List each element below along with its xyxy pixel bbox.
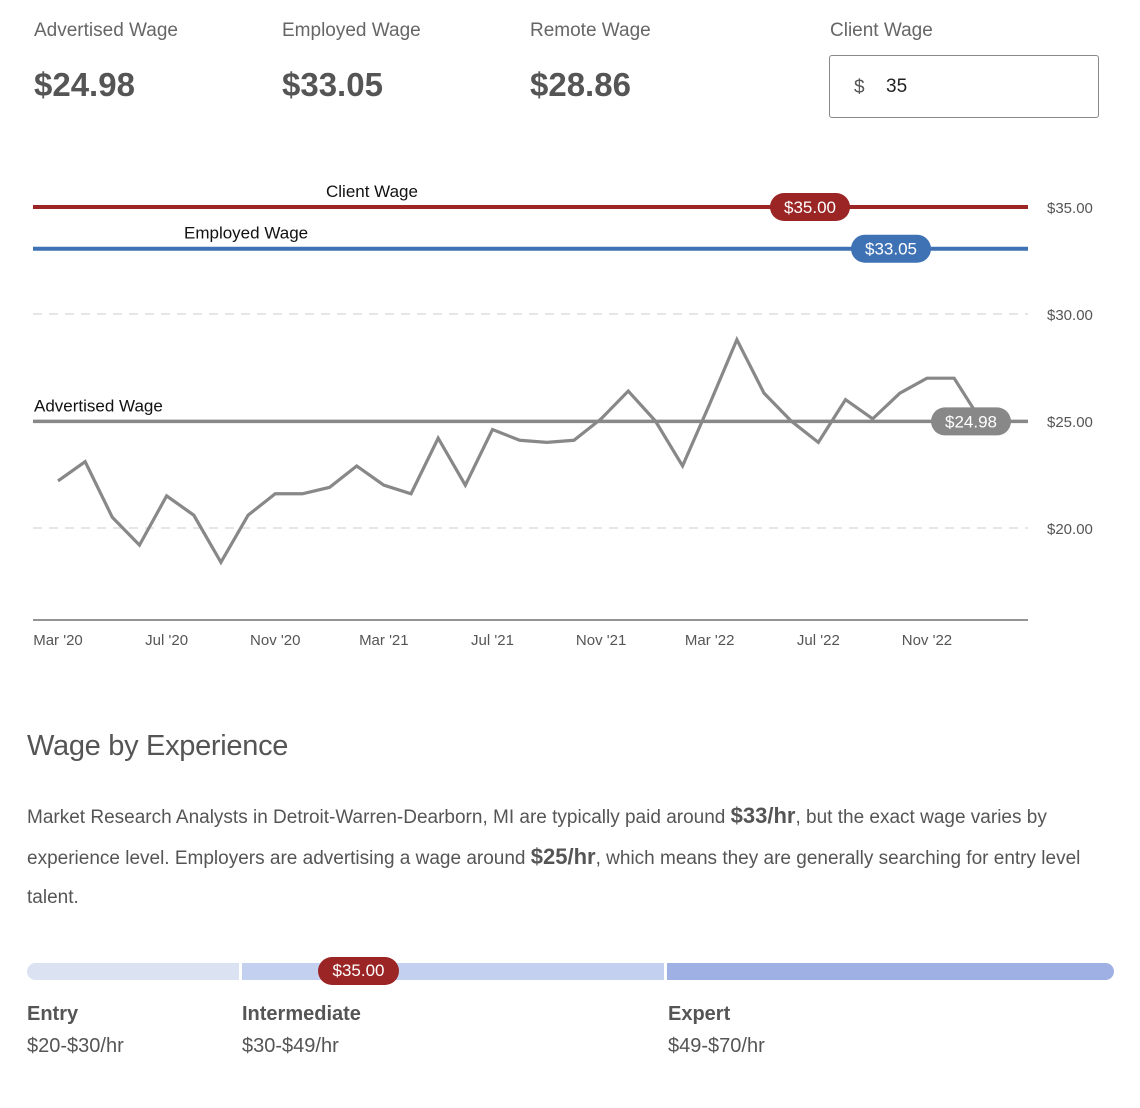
advertised-wage-highlight: $25/hr	[530, 844, 596, 869]
level-entry-range: $20-$30/hr	[27, 1035, 124, 1057]
entry-segment	[27, 963, 239, 980]
client-wage-label: Client Wage	[830, 20, 933, 41]
description-text-1: Market Research Analysts in Detroit-Warr…	[27, 807, 731, 828]
level-expert: Expert $49-$70/hr	[668, 1003, 765, 1058]
employed-wage-value-label: $33.05	[865, 240, 917, 259]
advertised-wage-value: $24.98	[34, 66, 135, 103]
x-tick-label: Nov '21	[576, 632, 626, 649]
client-wage-value-pill	[770, 193, 850, 221]
typical-wage-highlight: $33/hr	[730, 803, 796, 828]
level-intermediate: Intermediate $30-$49/hr	[242, 1003, 361, 1058]
level-intermediate-range: $30-$49/hr	[242, 1035, 339, 1057]
employed-wage-line-label: Employed Wage	[184, 224, 308, 243]
client-wage-line-label: Client Wage	[326, 182, 418, 201]
level-entry-name: Entry	[27, 1003, 79, 1025]
remote-wage-label: Remote Wage	[530, 20, 651, 41]
description-text-2: , but the exact wage varies by experienc…	[27, 807, 1047, 869]
level-entry: Entry $20-$30/hr	[27, 1003, 124, 1058]
x-tick-label: Mar '22	[685, 632, 735, 649]
intermediate-segment	[242, 963, 664, 980]
client-wage-input[interactable]	[886, 72, 1086, 102]
x-tick-label: Mar '20	[33, 632, 83, 649]
description-text-3: , which means they are generally searchi…	[27, 848, 1081, 908]
employed-wage-value: $33.05	[282, 66, 383, 103]
x-tick-label: Jul '22	[797, 632, 840, 649]
y-tick-label: $20.00	[1047, 521, 1093, 538]
employed-wage-value-pill	[851, 234, 931, 263]
advertised-wage-label: Advertised Wage	[34, 20, 178, 41]
employed-wage-label: Employed Wage	[282, 20, 421, 41]
advertised-wage-line-label: Advertised Wage	[34, 396, 163, 415]
expert-segment	[667, 963, 1114, 980]
level-expert-name: Expert	[668, 1003, 731, 1025]
x-tick-label: Nov '22	[902, 632, 952, 649]
remote-wage-value: $28.86	[530, 66, 631, 103]
wage-trend-chart: $35.00 $30.00 $25.00 $20.00 Mar '20 Jul '20 No…	[33, 182, 1093, 649]
y-tick-label: $30.00	[1047, 307, 1093, 324]
y-tick-label: $25.00	[1047, 414, 1093, 431]
experience-description: Market Research Analysts in Detroit-Warr…	[27, 796, 1107, 917]
y-tick-label: $35.00	[1047, 200, 1093, 217]
section-title: Wage by Experience	[27, 730, 289, 762]
x-tick-label: Jul '21	[471, 632, 514, 649]
x-tick-label: Nov '20	[250, 632, 300, 649]
level-expert-range: $49-$70/hr	[668, 1035, 765, 1057]
level-intermediate-name: Intermediate	[242, 1003, 361, 1025]
x-tick-label: Jul '20	[145, 632, 188, 649]
x-tick-label: Mar '21	[359, 632, 409, 649]
advertised-wage-value-pill	[931, 407, 1011, 436]
dollar-prefix: $	[854, 77, 865, 98]
client-wage-value-label: $35.00	[784, 198, 836, 217]
client-wage-field[interactable]: $	[829, 55, 1099, 118]
advertised-wage-value-label: $24.98	[945, 412, 997, 431]
advertised-wage-series-line	[57, 335, 983, 566]
client-wage-marker: $35.00	[318, 957, 399, 985]
